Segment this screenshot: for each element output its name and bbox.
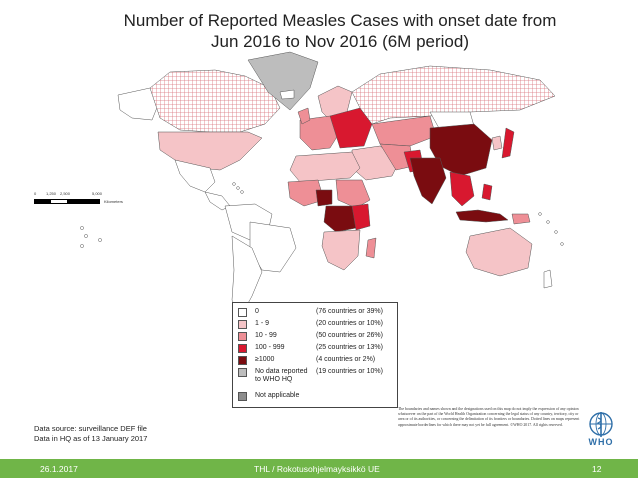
who-emblem-icon	[589, 412, 613, 437]
legend-swatch	[238, 356, 247, 365]
legend-item: 10 - 99 (50 countries or 26%)	[238, 332, 406, 341]
legend-label: 10 - 99	[255, 332, 277, 339]
scale-tick: 5,000	[92, 191, 103, 196]
island-dot	[232, 182, 236, 186]
legend-item: 1 - 9 (20 countries or 10%)	[238, 320, 406, 329]
scale-tick: 0	[34, 191, 37, 196]
region-drc	[323, 205, 357, 233]
title-line-2: Jun 2016 to Nov 2016 (6M period)	[211, 32, 469, 51]
island-dot	[236, 186, 240, 190]
footer-page-number: 12	[592, 464, 602, 474]
legend-label: ≥1000	[255, 356, 275, 363]
legend-label: 100 - 999	[255, 344, 285, 351]
legend-swatch	[238, 308, 247, 317]
legend-label: 0	[255, 308, 259, 315]
island-dot	[546, 220, 550, 224]
legend-swatch	[238, 320, 247, 329]
footer-date: 26.1.2017	[40, 464, 78, 474]
source-line-2: Data in HQ as of 13 January 2017	[34, 434, 148, 443]
region-philippines	[481, 183, 493, 201]
island-dot	[240, 190, 244, 194]
region-china	[429, 123, 493, 177]
scale-unit: Kilometers	[104, 199, 123, 204]
legend-item: Not applicable	[238, 392, 375, 401]
region-east-africa	[351, 203, 371, 231]
legend-swatch	[238, 368, 247, 377]
page-title: Number of Reported Measles Cases with on…	[60, 10, 620, 52]
region-indonesia	[455, 209, 509, 223]
region-southeast-asia	[449, 171, 475, 207]
legend-label: Not applicable	[255, 392, 300, 399]
region-central-asia	[371, 115, 437, 147]
map-legend: 0 (76 countries or 39%) 1 - 9 (20 countr…	[232, 302, 398, 408]
island-dot	[80, 244, 84, 248]
island-dot	[80, 226, 84, 230]
legend-swatch	[238, 392, 247, 401]
legend-item: 100 - 999 (25 countries or 13%)	[238, 344, 406, 353]
map-disclaimer: The boundaries and names shown and the d…	[398, 407, 580, 427]
island-dot	[538, 212, 542, 216]
legend-label: 1 - 9	[255, 320, 270, 327]
world-map	[80, 51, 564, 319]
region-uk	[297, 107, 311, 125]
who-wordmark: WHO	[588, 437, 614, 447]
legend-label: No data reported to WHO HQ	[255, 368, 308, 383]
region-eastern-europe	[329, 107, 373, 149]
region-japan	[501, 127, 515, 159]
legend-count: (20 countries or 10%)	[316, 320, 383, 327]
legend-count: (4 countries or 2%)	[316, 356, 376, 363]
region-korea	[491, 135, 503, 151]
region-new-zealand	[543, 269, 553, 289]
island-dot	[560, 242, 564, 246]
title-line-1: Number of Reported Measles Cases with on…	[123, 11, 557, 30]
region-greenland	[247, 51, 319, 111]
scale-bar-graphic	[34, 199, 100, 204]
region-north-africa	[289, 151, 361, 183]
legend-item: No data reported to WHO HQ (19 countries…	[238, 368, 406, 384]
region-southern-africa	[321, 229, 361, 271]
legend-item: ≥1000 (4 countries or 2%)	[238, 356, 406, 365]
footer-org: THL / Rokotusohjelmayksikkö UE	[254, 464, 380, 474]
legend-count: (25 countries or 13%)	[316, 344, 383, 351]
island-dot	[98, 238, 102, 242]
region-usa	[157, 131, 263, 171]
legend-count: (19 countries or 10%)	[316, 368, 383, 375]
region-india	[409, 157, 447, 205]
who-logo: WHO	[584, 410, 618, 450]
legend-item: 0 (76 countries or 39%)	[238, 308, 406, 317]
region-canada	[149, 69, 281, 133]
island-dot	[84, 234, 88, 238]
legend-count: (50 countries or 26%)	[316, 332, 383, 339]
scale-tick: 1,250	[46, 191, 57, 196]
region-iceland	[279, 89, 295, 100]
legend-swatch	[238, 332, 247, 341]
island-dot	[554, 230, 558, 234]
legend-count: (76 countries or 39%)	[316, 308, 383, 315]
footer-bar: 26.1.2017 THL / Rokotusohjelmayksikkö UE…	[0, 459, 638, 478]
region-nigeria	[315, 189, 333, 207]
scale-tick: 2,500	[60, 191, 71, 196]
region-madagascar	[365, 237, 377, 259]
region-australia	[465, 227, 533, 277]
data-source-note: Data source: surveillance DEF file Data …	[34, 424, 147, 444]
region-png	[511, 213, 531, 225]
legend-swatch	[238, 344, 247, 353]
source-line-1: Data source: surveillance DEF file	[34, 424, 147, 433]
scale-bar: 0 1,250 2,500 5,000 Kilometers	[34, 191, 124, 211]
region-west-africa	[287, 179, 325, 207]
region-sudan-ethiopia	[335, 179, 371, 209]
